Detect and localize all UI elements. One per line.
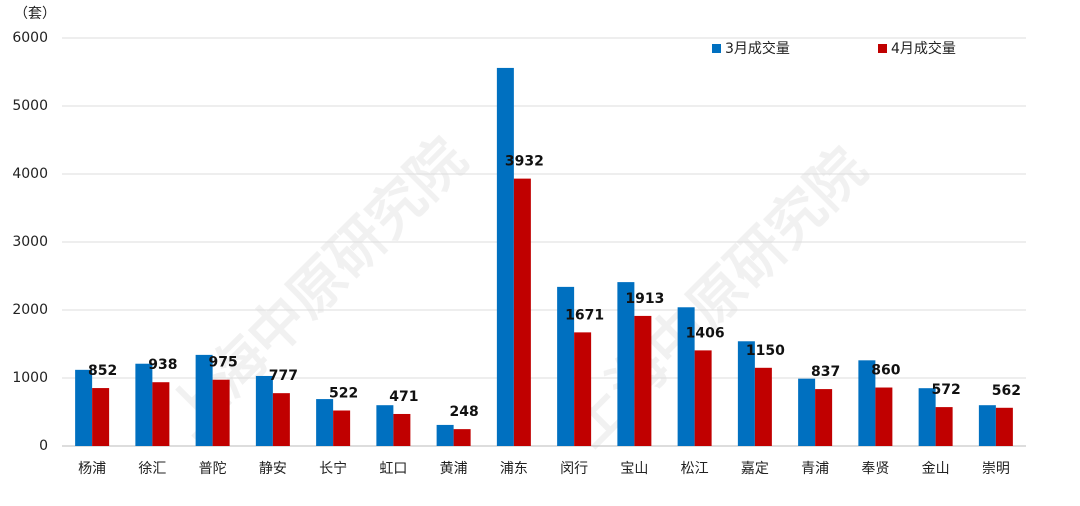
bar [316,399,334,446]
x-tick-label: 宝山 [620,461,648,477]
value-label: 3932 [505,154,544,170]
bar [935,407,953,446]
value-label: 860 [871,363,900,379]
y-tick-label: 5000 [12,98,48,114]
y-tick-label: 3000 [12,234,48,250]
value-label: 1150 [746,343,785,359]
legend-swatch [712,44,721,53]
x-tick-label: 徐汇 [138,461,166,477]
x-tick-label: 嘉定 [741,461,769,477]
x-tick-label: 青浦 [801,461,829,477]
bar [255,375,273,446]
value-label: 1671 [565,307,604,323]
x-tick-label: 普陀 [199,461,227,477]
bar [453,429,471,446]
y-tick-label: 6000 [12,30,48,46]
bar [436,424,454,446]
bar [135,363,153,446]
x-tick-label: 闵行 [560,461,588,477]
x-tick-label: 金山 [922,461,950,477]
value-label: 852 [88,363,117,379]
value-label: 471 [389,389,418,405]
bar [875,387,893,446]
y-tick-label: 4000 [12,166,48,182]
bar [858,360,876,446]
bar [333,410,351,446]
x-tick-label: 崇明 [982,461,1010,477]
y-tick-label: 1000 [12,370,48,386]
bar [376,405,394,446]
bar [918,388,936,446]
bar [737,341,755,446]
value-label: 837 [811,364,840,380]
bar [677,307,695,446]
value-label: 938 [148,357,177,373]
value-label: 777 [269,368,298,384]
bar [195,354,213,446]
x-tick-label: 黄浦 [440,460,468,477]
bar [574,332,592,446]
bar [75,369,93,446]
x-tick-label: 奉贤 [861,461,889,477]
x-tick-label: 长宁 [319,460,347,477]
bar [92,388,110,446]
value-label: 1406 [686,325,725,341]
x-tick-label: 浦东 [500,461,528,477]
bar [995,407,1013,446]
bar [152,382,170,446]
y-tick-label: 2000 [12,302,48,318]
value-label: 562 [992,383,1021,399]
value-label: 248 [450,404,479,420]
bar [496,67,514,447]
x-tick-label: 虹口 [379,461,407,477]
legend-swatch [878,44,887,53]
bar [617,282,635,446]
unit-label: （套） [14,6,56,22]
bar [634,315,652,446]
bar [272,393,290,446]
bar [978,405,996,446]
value-label: 572 [932,382,961,398]
bar [212,379,230,446]
x-tick-label: 松江 [681,461,709,477]
legend-label: 3月成交量 [725,40,790,57]
bar [798,378,816,446]
value-label: 1913 [625,291,664,307]
legend-label: 4月成交量 [891,40,956,57]
bar [393,413,411,446]
x-tick-label: 静安 [259,461,287,477]
bar [815,389,833,446]
bar [513,178,531,446]
x-tick-label: 杨浦 [78,461,106,477]
bar [754,367,772,446]
y-tick-label: 0 [39,438,48,454]
value-label: 522 [329,386,358,402]
bar [557,286,575,446]
value-label: 975 [209,355,238,371]
bar [694,350,712,446]
